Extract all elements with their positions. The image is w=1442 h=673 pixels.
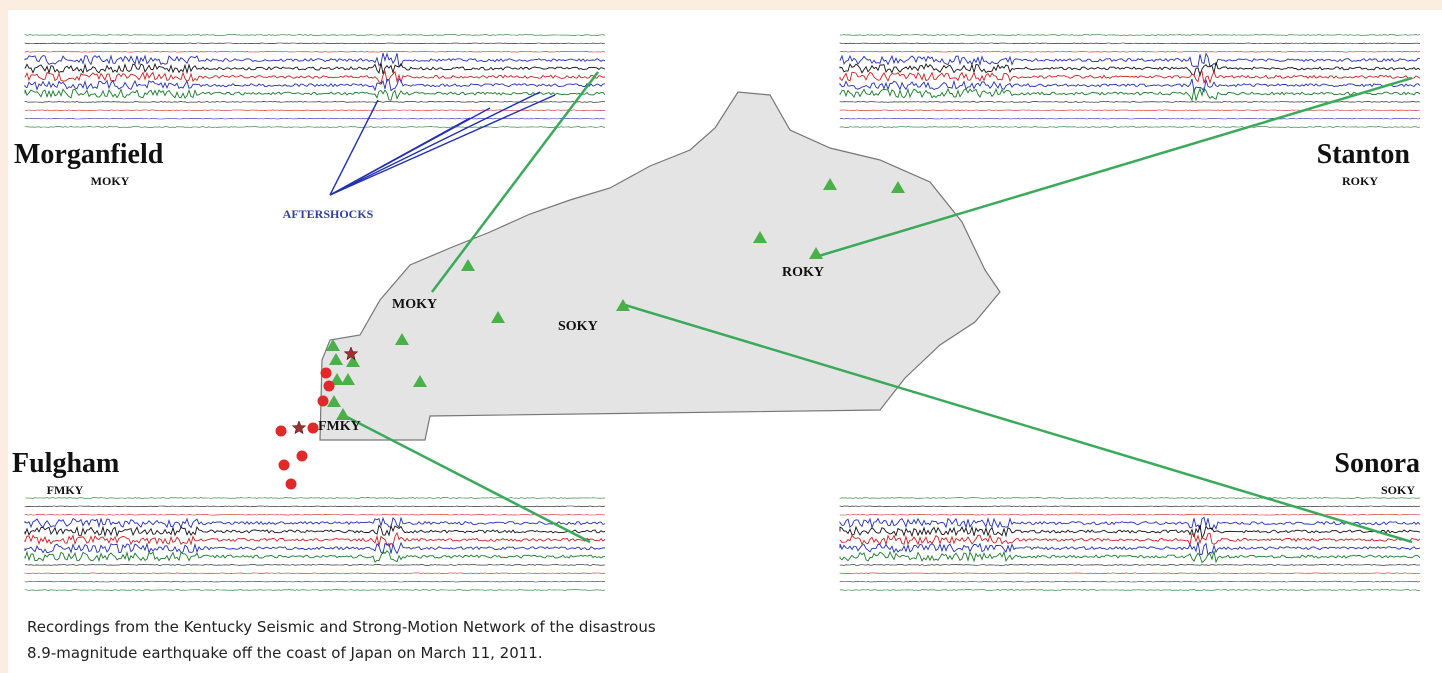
event-dot (297, 451, 308, 462)
event-dot (286, 479, 297, 490)
station-name: Morganfield (14, 139, 164, 170)
caption-line: 8.9-magnitude earthquake off the coast o… (27, 644, 543, 662)
annotation: AFTERSHOCKS (283, 207, 374, 221)
station-name: Stanton (1317, 139, 1411, 170)
station-code: MOKY (91, 174, 130, 188)
station-code: FMKY (47, 483, 84, 497)
figure: Morganfield MOKY Stanton ROKY Fulgham FM… (0, 0, 1442, 673)
event-dot (321, 368, 332, 379)
event-dot (276, 426, 287, 437)
event-dot (279, 460, 290, 471)
map-label: FMKY (318, 419, 361, 434)
station-name: Fulgham (12, 448, 119, 479)
map-label: ROKY (782, 265, 824, 280)
station-name: Sonora (1334, 448, 1420, 479)
event-dot (318, 396, 329, 407)
caption-line: Recordings from the Kentucky Seismic and… (27, 618, 656, 636)
station-code: SOKY (1381, 483, 1415, 497)
map-label: MOKY (392, 297, 437, 312)
station-code: ROKY (1342, 174, 1378, 188)
map-label: SOKY (558, 319, 598, 334)
event-dot (308, 423, 319, 434)
event-dot (324, 381, 335, 392)
